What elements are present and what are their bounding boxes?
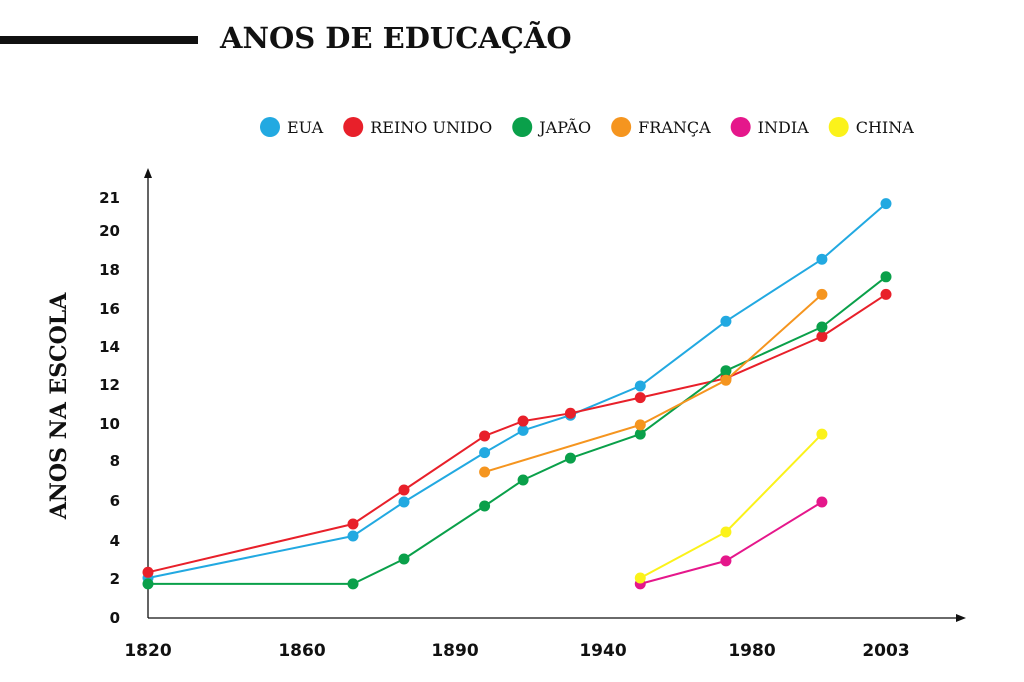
y-tick-label: 8 <box>110 452 120 470</box>
data-point <box>479 430 491 442</box>
x-tick-label: 1890 <box>431 641 478 661</box>
legend-label: REINO UNIDO <box>370 118 492 137</box>
data-point <box>880 288 892 300</box>
legend-swatch <box>343 117 364 137</box>
legend-label: JAPÃO <box>537 117 591 137</box>
data-point <box>634 419 646 431</box>
data-point <box>517 415 529 427</box>
y-tick-label: 21 <box>99 189 120 207</box>
data-point <box>517 474 529 486</box>
legend-swatch <box>730 117 751 137</box>
data-point <box>720 555 732 567</box>
y-axis-label: ANOS NA ESCOLA <box>46 292 72 521</box>
data-point <box>142 578 154 590</box>
series-eua <box>142 198 892 584</box>
data-point <box>564 407 576 419</box>
legend: EUA REINO UNIDO JAPÃO FRANÇA INDIA CHINA <box>260 117 914 137</box>
series-line <box>148 276 887 585</box>
x-tick-label: 2003 <box>862 641 909 661</box>
series-line <box>147 202 887 579</box>
chart-title: ANOS DE EDUCAÇÃO <box>219 20 572 55</box>
legend-label: EUA <box>287 118 324 137</box>
legend-label: FRANÇA <box>638 118 711 137</box>
data-point <box>347 530 359 542</box>
data-point <box>634 428 646 440</box>
legend-swatch <box>260 117 280 137</box>
y-tick-label: 4 <box>110 532 120 550</box>
data-point <box>398 553 410 565</box>
x-tick-label: 1940 <box>579 641 626 661</box>
data-point <box>347 578 359 590</box>
series-line <box>639 433 823 579</box>
data-point <box>816 288 828 300</box>
data-point <box>517 424 529 436</box>
series-line <box>147 293 887 574</box>
y-tick-label: 18 <box>99 261 120 279</box>
series-franca <box>479 288 828 478</box>
data-point <box>634 392 646 404</box>
data-point <box>816 253 828 265</box>
data-point <box>634 380 646 392</box>
legend-item-china: CHINA <box>828 117 915 137</box>
legend-label: INDIA <box>758 118 809 137</box>
data-point <box>564 452 576 464</box>
series-japao <box>142 271 892 590</box>
y-tick-labels: 0 2 4 6 8 10 12 14 16 18 20 21 <box>99 189 120 627</box>
title-rule <box>0 36 198 44</box>
data-point <box>880 198 892 210</box>
data-point <box>720 374 732 386</box>
data-point <box>816 321 828 333</box>
x-tick-label: 1980 <box>728 641 775 661</box>
data-point <box>720 315 732 327</box>
series-line <box>484 293 823 473</box>
y-tick-label: 20 <box>99 222 120 240</box>
legend-item-franca: FRANÇA <box>611 117 711 137</box>
legend-item-japao: JAPÃO <box>512 117 591 137</box>
x-axis-arrow <box>956 614 966 622</box>
legend-item-reino-unido: REINO UNIDO <box>343 117 492 137</box>
legend-item-india: INDIA <box>730 117 809 137</box>
data-point <box>479 466 491 478</box>
data-point <box>816 496 828 508</box>
data-point <box>398 496 410 508</box>
data-point <box>142 566 154 578</box>
series-group <box>142 198 892 590</box>
x-tick-labels: 1820 1860 1890 1940 1980 2003 <box>124 641 909 661</box>
data-point <box>720 526 732 538</box>
data-point <box>634 572 646 584</box>
y-tick-label: 12 <box>99 376 120 394</box>
legend-label: CHINA <box>856 118 915 137</box>
data-point <box>347 518 359 530</box>
data-point <box>479 447 491 459</box>
axes <box>144 168 966 622</box>
data-point <box>398 484 410 496</box>
y-tick-label: 0 <box>110 609 120 627</box>
series-india <box>634 496 828 590</box>
y-tick-label: 2 <box>110 570 120 588</box>
data-point <box>720 365 732 377</box>
legend-swatch <box>611 117 632 137</box>
data-point <box>816 331 828 342</box>
y-tick-label: 10 <box>99 415 120 433</box>
legend-swatch <box>828 117 849 137</box>
data-point <box>816 428 828 440</box>
y-tick-label: 14 <box>99 338 120 356</box>
series-china <box>634 428 828 584</box>
data-point <box>880 271 892 283</box>
y-tick-label: 6 <box>110 492 120 510</box>
legend-item-eua: EUA <box>260 117 324 137</box>
y-tick-label: 16 <box>99 300 120 318</box>
x-tick-label: 1860 <box>278 641 325 661</box>
legend-swatch <box>512 117 533 137</box>
data-point <box>479 500 491 512</box>
series-line <box>640 501 823 585</box>
y-axis-arrow <box>144 168 152 178</box>
x-tick-label: 1820 <box>124 641 171 661</box>
